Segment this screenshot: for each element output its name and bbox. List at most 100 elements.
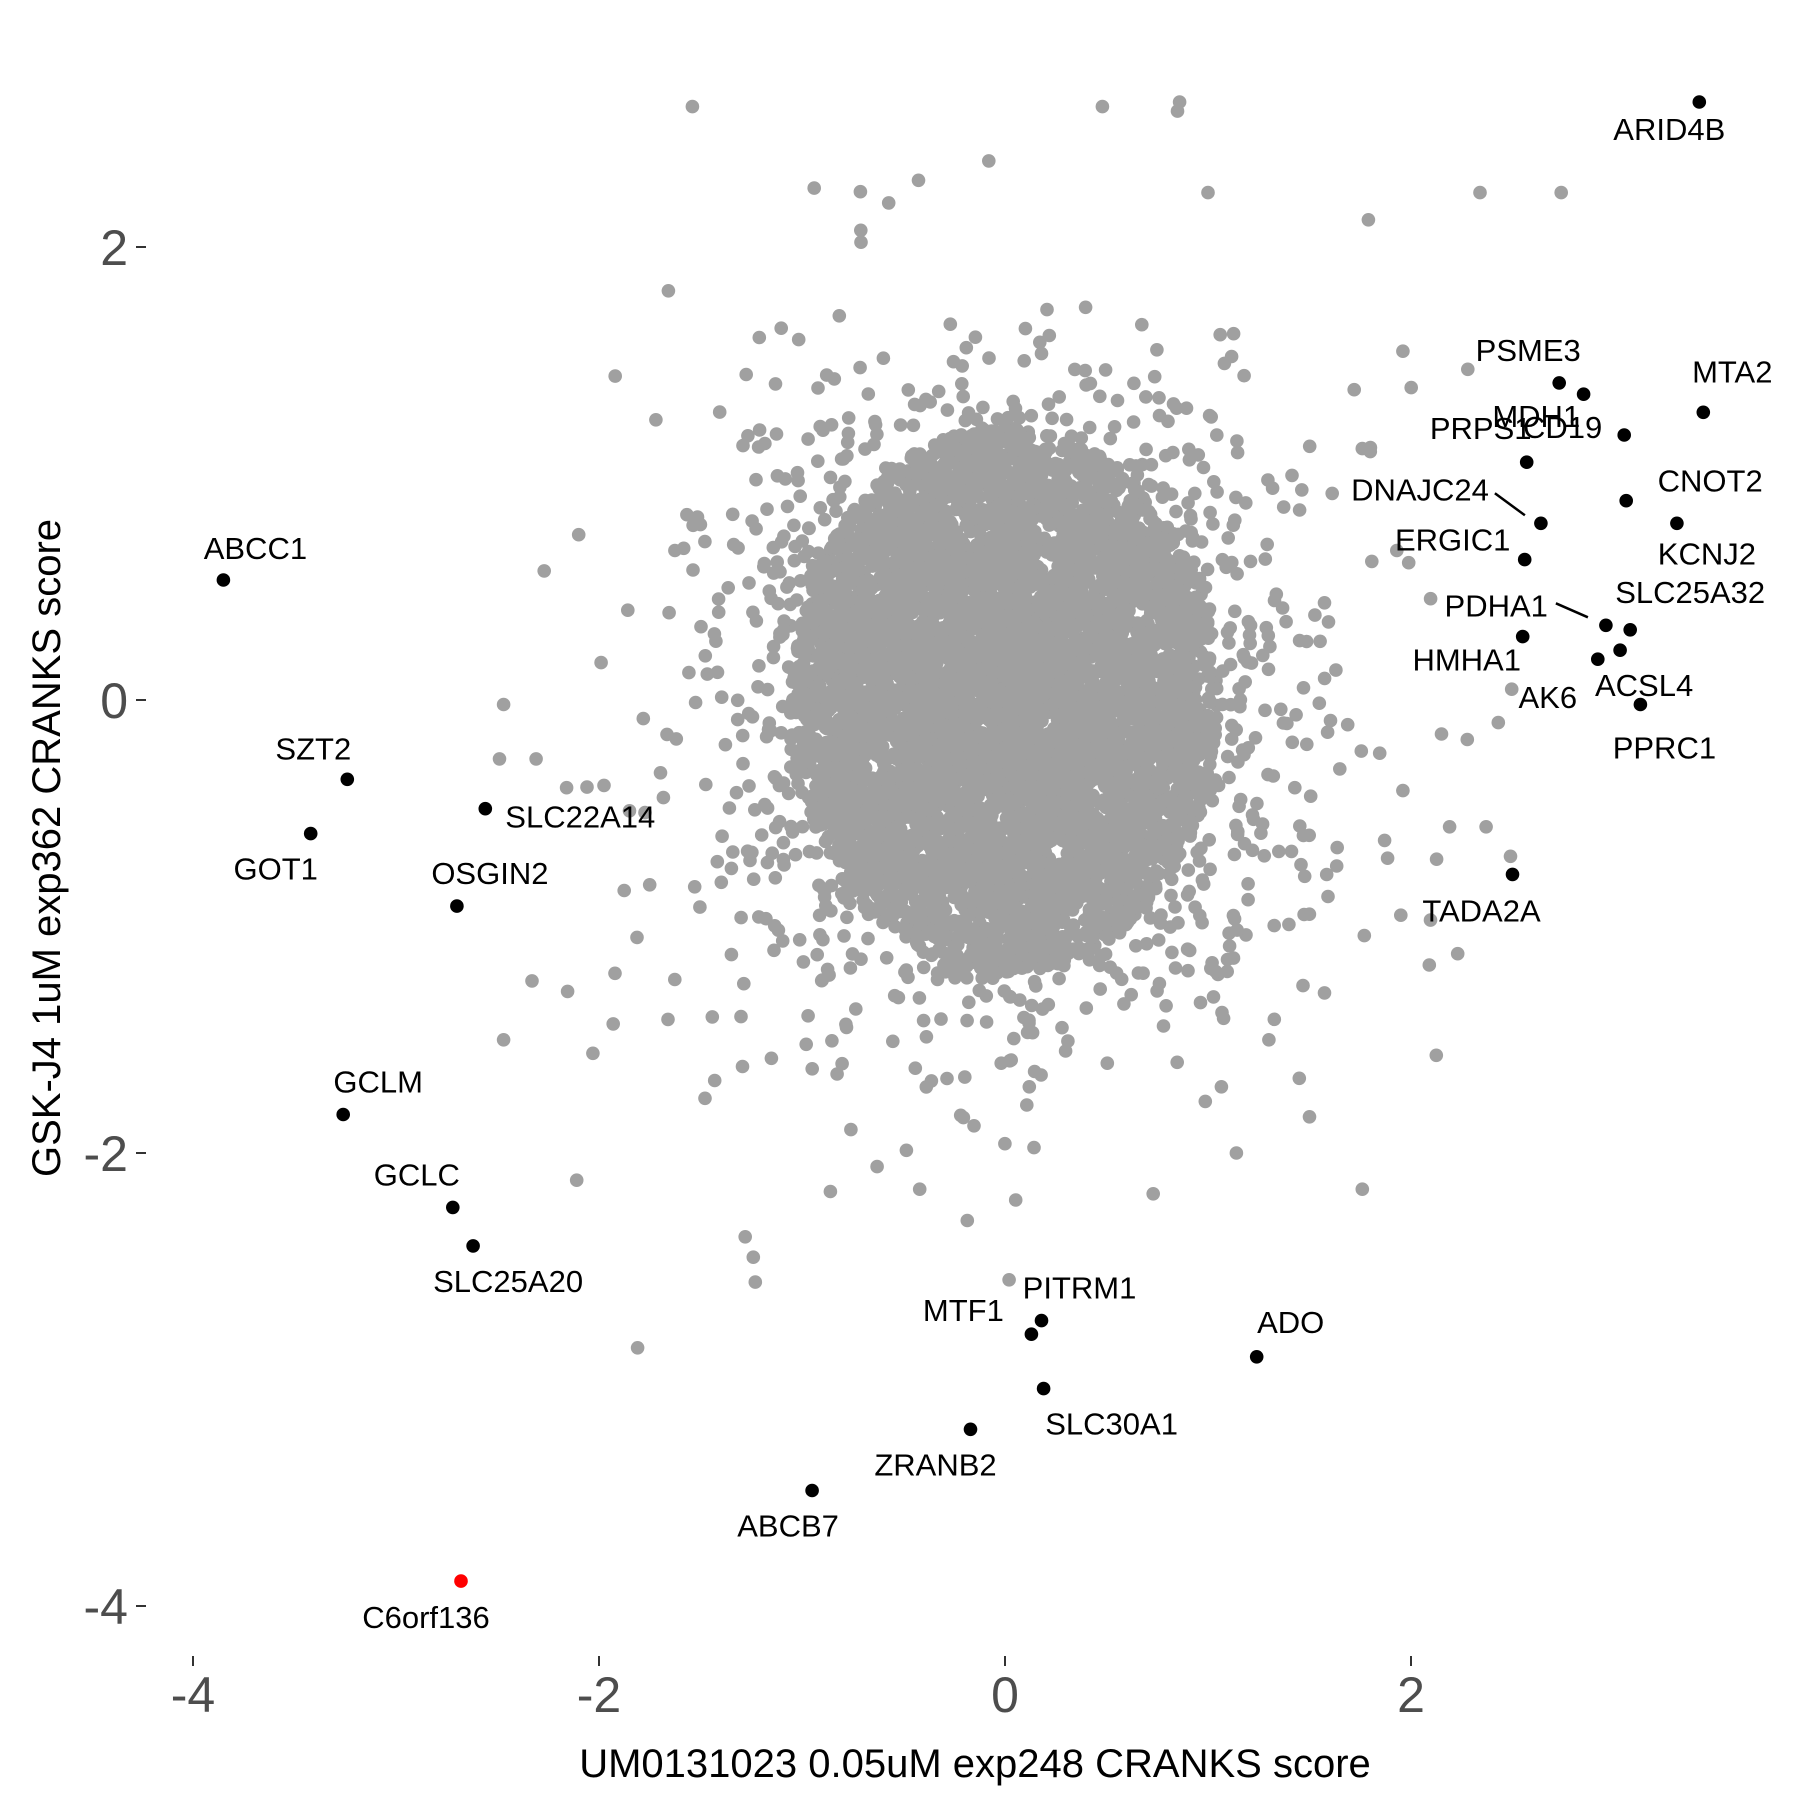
background-point xyxy=(1046,461,1060,476)
background-point xyxy=(767,943,781,958)
background-point xyxy=(781,660,796,674)
background-point xyxy=(1041,997,1056,1012)
background-point xyxy=(1005,507,1019,522)
background-point xyxy=(872,822,887,837)
background-point xyxy=(1233,792,1248,807)
background-point xyxy=(686,563,700,577)
background-point xyxy=(811,381,825,395)
background-point xyxy=(1092,449,1107,464)
background-point xyxy=(1118,603,1133,617)
background-point xyxy=(1267,918,1281,933)
background-point xyxy=(775,934,790,948)
background-point xyxy=(1024,408,1039,423)
background-point xyxy=(580,780,594,794)
background-point xyxy=(742,576,756,590)
background-point xyxy=(711,592,726,606)
background-point xyxy=(837,929,851,943)
background-point xyxy=(1103,431,1118,446)
background-point xyxy=(1140,880,1154,894)
background-point xyxy=(840,910,854,925)
background-point xyxy=(922,891,936,905)
background-point xyxy=(1317,986,1332,1000)
background-point xyxy=(998,1136,1012,1151)
background-point xyxy=(1157,674,1171,688)
background-point xyxy=(1340,717,1355,732)
background-point xyxy=(1085,904,1099,918)
background-point xyxy=(1168,900,1182,914)
background-point xyxy=(1085,916,1099,930)
background-point xyxy=(787,553,802,568)
background-point xyxy=(931,384,946,399)
background-point xyxy=(802,728,817,742)
background-point xyxy=(1333,762,1347,776)
background-point xyxy=(861,931,875,946)
background-point xyxy=(1117,997,1131,1011)
background-point xyxy=(934,492,949,507)
background-point xyxy=(752,423,767,437)
background-point xyxy=(1098,363,1113,377)
background-point xyxy=(1116,724,1130,739)
background-point xyxy=(1040,429,1054,443)
background-point xyxy=(839,750,854,765)
background-point xyxy=(939,453,954,467)
background-point xyxy=(1203,748,1218,763)
background-point xyxy=(853,360,867,375)
background-point xyxy=(776,835,791,850)
background-point xyxy=(766,650,781,665)
background-point xyxy=(1094,794,1109,808)
background-point xyxy=(842,641,857,656)
background-point xyxy=(1429,852,1444,866)
background-point xyxy=(1170,814,1185,828)
background-point xyxy=(967,1119,981,1133)
background-point xyxy=(1027,1140,1041,1155)
background-point xyxy=(812,908,827,923)
background-point xyxy=(1164,888,1178,903)
background-point xyxy=(969,886,984,900)
background-point xyxy=(662,605,676,620)
background-point xyxy=(792,933,807,947)
background-point xyxy=(1228,604,1242,619)
background-point xyxy=(1111,894,1125,909)
background-point xyxy=(964,907,978,921)
background-point xyxy=(668,972,682,987)
background-point xyxy=(1152,976,1167,991)
background-point xyxy=(1181,863,1196,877)
background-point xyxy=(1308,608,1322,622)
background-point xyxy=(1168,961,1183,975)
background-point xyxy=(1101,885,1115,900)
background-point xyxy=(715,829,729,843)
background-point xyxy=(694,619,708,634)
background-point xyxy=(1042,328,1057,343)
background-point xyxy=(1329,859,1344,873)
background-point xyxy=(1239,496,1253,510)
background-point xyxy=(791,332,806,347)
background-point xyxy=(1082,953,1097,967)
background-point xyxy=(1088,863,1102,877)
background-point xyxy=(787,518,801,533)
background-point xyxy=(1034,346,1049,361)
background-point xyxy=(825,1034,839,1048)
background-point xyxy=(1141,890,1156,905)
background-point xyxy=(980,454,995,469)
background-point xyxy=(1165,945,1179,960)
background-point xyxy=(940,1071,954,1086)
background-point xyxy=(638,805,652,820)
background-point xyxy=(1045,411,1059,426)
background-point xyxy=(1276,500,1291,514)
background-point xyxy=(999,965,1014,979)
background-point xyxy=(960,1213,975,1228)
background-point xyxy=(710,854,725,869)
background-point xyxy=(754,828,769,842)
background-point xyxy=(1082,943,1097,957)
background-point xyxy=(1085,930,1100,944)
background-point xyxy=(916,960,931,975)
background-point xyxy=(1321,889,1335,904)
background-point xyxy=(722,801,737,815)
background-point xyxy=(1043,543,1057,558)
background-point xyxy=(560,984,575,999)
background-point xyxy=(1135,317,1149,332)
background-point xyxy=(961,406,976,420)
background-point xyxy=(925,448,939,463)
background-point xyxy=(1052,390,1066,404)
